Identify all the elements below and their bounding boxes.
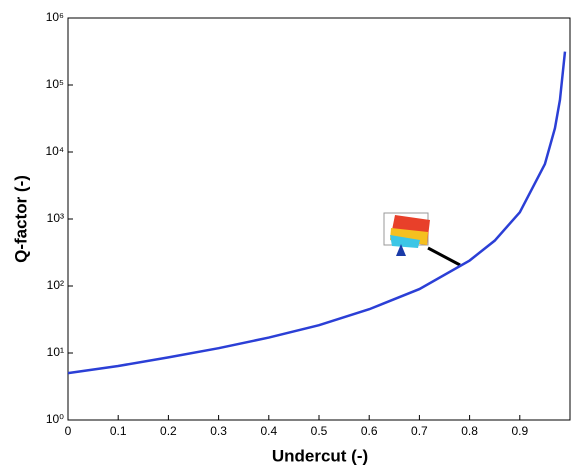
x-tick-label: 0.8: [461, 424, 478, 438]
plot-frame: [67, 17, 571, 421]
y-tick-label: 10³: [47, 211, 64, 225]
x-tick-label: 0.9: [511, 424, 528, 438]
x-tick-label: 0.1: [110, 424, 127, 438]
y-tick-label: 10¹: [47, 345, 64, 359]
inset-stem: [396, 244, 406, 256]
y-tick-label: 10⁵: [46, 77, 64, 91]
y-axis-label: Q-factor (-): [11, 175, 30, 263]
y-tick-label: 10⁶: [46, 10, 64, 24]
x-tick-label: 0.2: [160, 424, 177, 438]
x-tick-label: 0.7: [411, 424, 428, 438]
x-tick-label: 0: [65, 424, 72, 438]
data-line: [67, 51, 567, 375]
x-tick-label: 0.3: [210, 424, 227, 438]
inset-arrow: [427, 246, 461, 267]
x-tick-label: 0.5: [311, 424, 328, 438]
inset-cyan: [390, 235, 420, 248]
y-tick-label: 10²: [47, 278, 64, 292]
y-tick-label: 10⁰: [46, 412, 64, 426]
inset-figure: [383, 212, 461, 267]
y-tick-label: 10⁴: [45, 144, 64, 158]
x-axis-label: Undercut (-): [272, 446, 368, 465]
x-tick-label: 0.4: [260, 424, 277, 438]
x-tick-label: 0.6: [361, 424, 378, 438]
